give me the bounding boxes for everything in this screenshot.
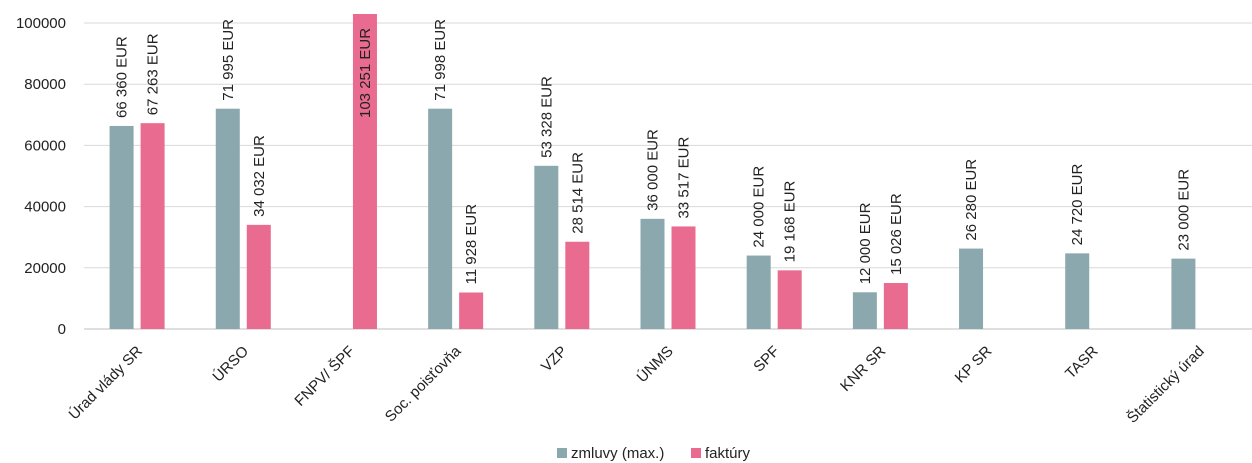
bar-faktury: [459, 292, 484, 329]
data-label: 34 032 EUR: [251, 135, 268, 217]
category-label: ÚNMS: [634, 343, 677, 386]
y-tick-label: 0: [58, 321, 66, 338]
data-label: 36 000 EUR: [645, 129, 662, 211]
bar-faktury: [777, 270, 802, 329]
category-label: Štatistický úrad: [1124, 343, 1208, 427]
y-tick-label: 100000: [16, 15, 66, 32]
category-label: FNPV/ ŠPF: [291, 343, 358, 410]
category-label: KNR SR: [837, 343, 889, 395]
bar-zmluvy: [534, 165, 559, 329]
data-label: 71 995 EUR: [220, 19, 237, 101]
data-label: 53 328 EUR: [538, 76, 555, 158]
bar-zmluvy: [1065, 253, 1090, 329]
legend-swatch-zmluvy: [557, 448, 567, 458]
legend: zmluvy (max.) faktúry: [557, 445, 751, 462]
y-tick-label: 80000: [24, 76, 66, 93]
bar-faktury: [565, 241, 590, 329]
category-label: ÚRSO: [209, 343, 252, 386]
legend-swatch-faktury: [691, 448, 701, 458]
category-label: VZP: [538, 343, 571, 376]
data-label: 67 263 EUR: [145, 33, 162, 115]
data-label: 66 360 EUR: [114, 36, 131, 118]
bar-faktury: [140, 123, 165, 329]
bar-zmluvy: [852, 292, 877, 329]
bar-faktury: [671, 226, 696, 329]
data-label: 23 000 EUR: [1175, 169, 1192, 251]
y-axis-ticks: 0 20000 40000 60000 80000 100000: [16, 15, 66, 338]
bar-zmluvy: [1171, 258, 1196, 329]
category-labels: Úrad vlády SR ÚRSO FNPV/ ŠPF Soc. poisťovňa…: [66, 342, 1208, 426]
y-tick-label: 40000: [24, 199, 66, 216]
category-label: Úrad vlády SR: [66, 343, 147, 424]
data-label: 11 928 EUR: [463, 204, 480, 285]
category-label: KP SR: [952, 343, 996, 387]
data-label: 71 998 EUR: [432, 19, 449, 101]
bar-zmluvy: [959, 248, 984, 329]
data-label: 28 514 EUR: [569, 152, 586, 234]
bar-zmluvy: [215, 108, 240, 329]
data-label: 19 168 EUR: [782, 180, 799, 262]
bars: [109, 14, 1196, 329]
legend-label-faktury: faktúry: [705, 445, 751, 462]
bar-zmluvy: [428, 108, 453, 329]
grid-lines: [84, 22, 1252, 330]
data-label: 33 517 EUR: [676, 137, 693, 219]
y-tick-label: 20000: [24, 260, 66, 277]
data-label: 26 280 EUR: [963, 159, 980, 241]
data-label: 15 026 EUR: [888, 193, 905, 275]
bar-faktury: [352, 14, 377, 329]
bar-faktury: [883, 283, 908, 329]
bar-zmluvy: [640, 218, 665, 329]
data-labels: 66 360 EUR 67 263 EUR 71 995 EUR 34 032 EUR…: [114, 19, 1193, 285]
bar-zmluvy: [746, 255, 771, 329]
bar-faktury: [246, 224, 271, 329]
y-tick-label: 60000: [24, 137, 66, 154]
data-label: 103 251 EUR: [357, 28, 374, 118]
data-label: 12 000 EUR: [857, 202, 874, 284]
category-label: SPF: [750, 343, 783, 376]
data-label: 24 720 EUR: [1069, 163, 1086, 245]
data-label: 24 000 EUR: [751, 166, 768, 248]
category-label: TASR: [1062, 343, 1102, 383]
category-label: Soc. poisťovňa: [382, 342, 465, 425]
bar-zmluvy: [109, 125, 134, 329]
legend-label-zmluvy: zmluvy (max.): [571, 445, 664, 462]
